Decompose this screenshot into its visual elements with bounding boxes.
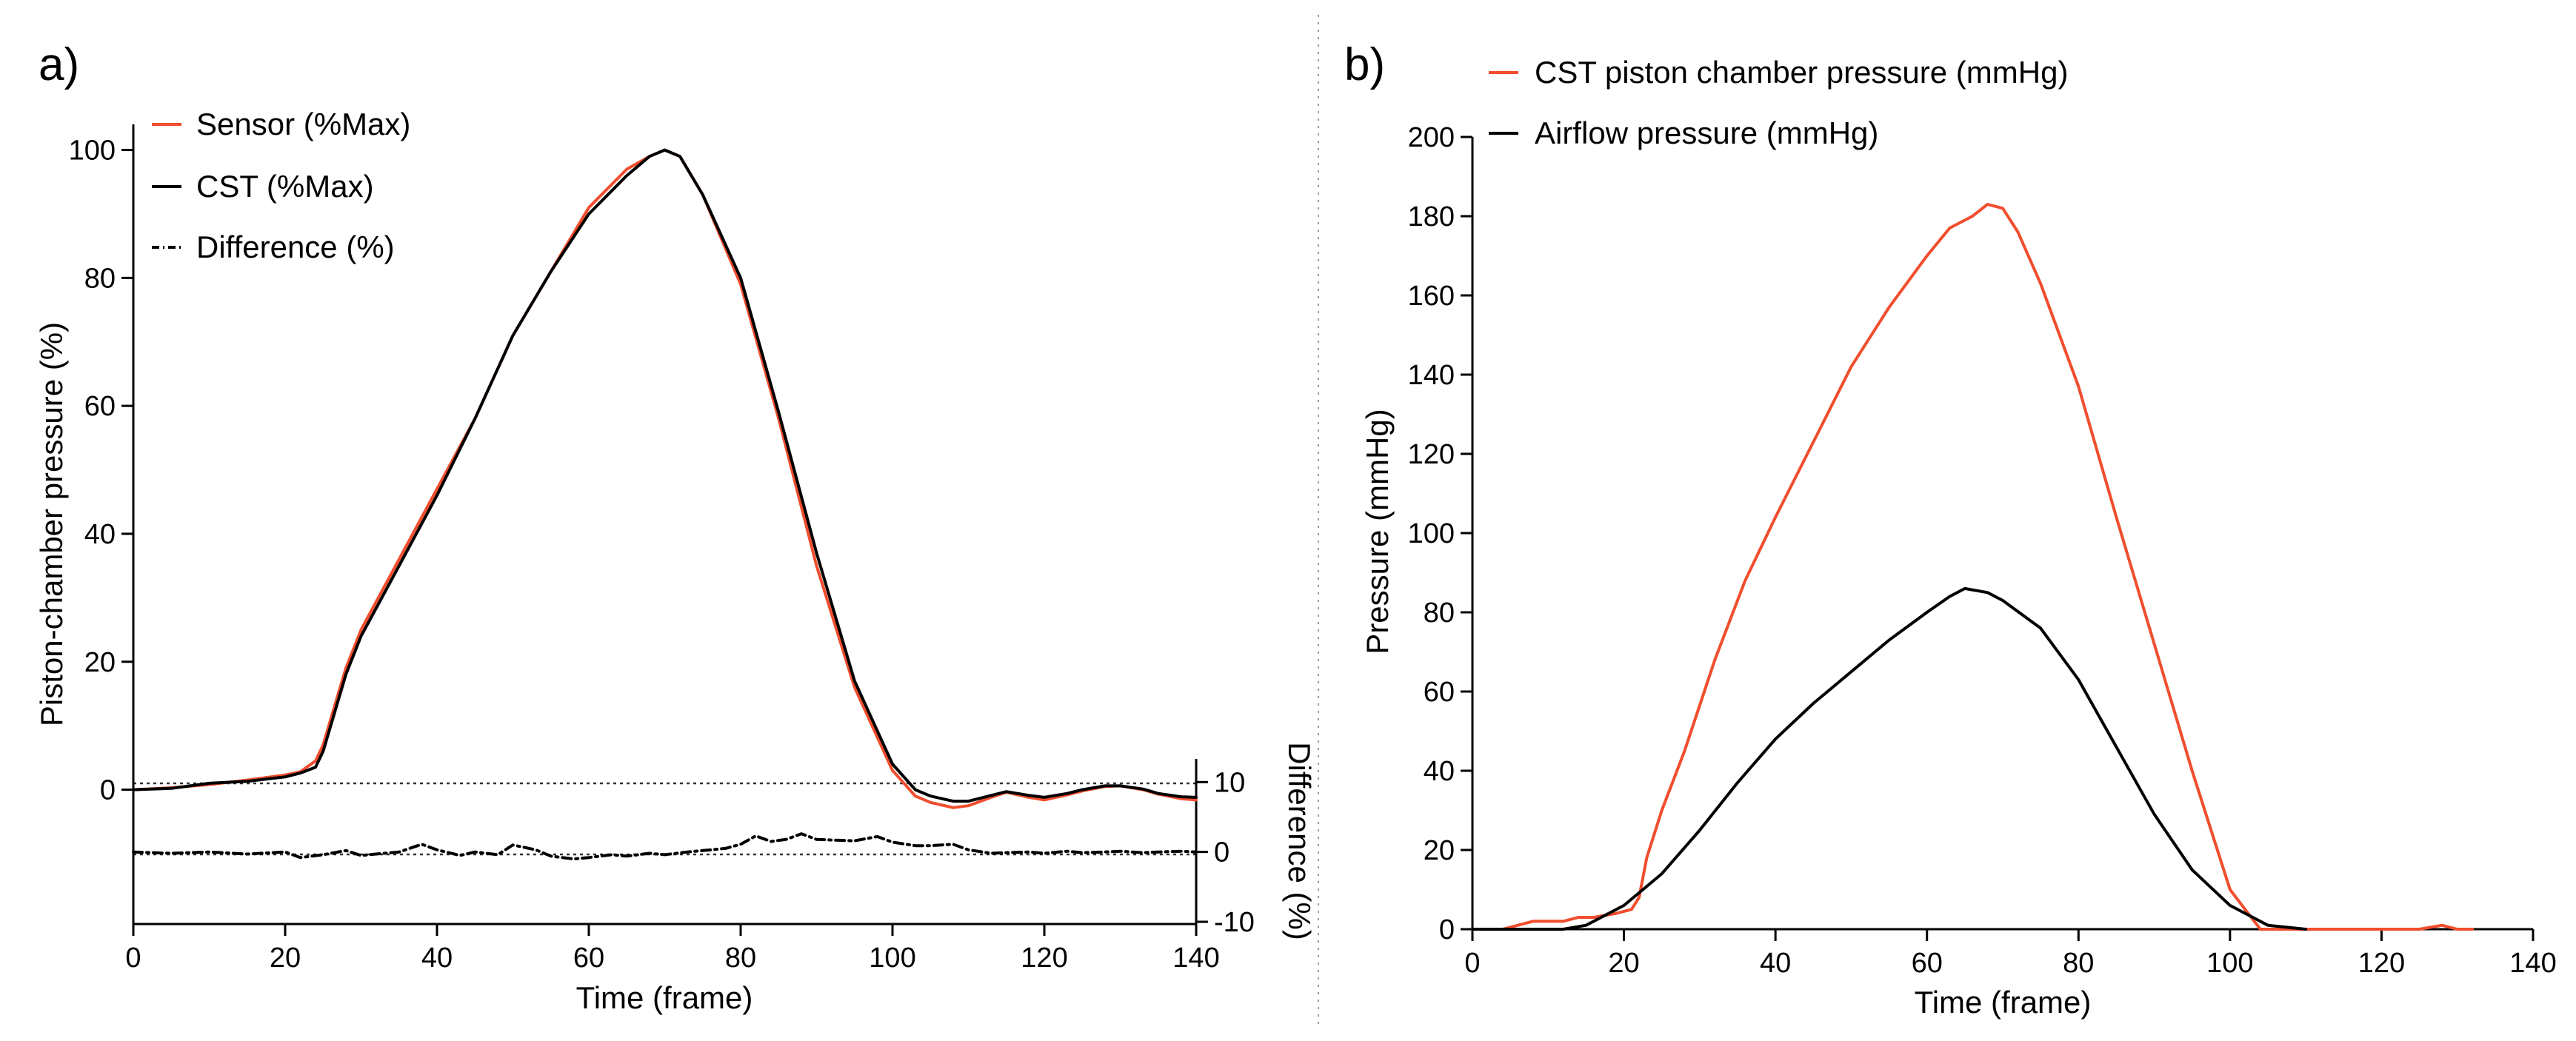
x-tick-label: 120	[2358, 948, 2405, 979]
panel-b: b) 0 20 40 60 80 100 120 140 0 20 40 60 80 100 120 140…	[1344, 39, 2557, 1020]
legend-text-cst: CST (%Max)	[196, 169, 374, 204]
x-axis-label-a: Time (frame)	[576, 980, 753, 1015]
y-axis-ticks-a: 0 20 40 60 80 100	[69, 135, 133, 806]
series-line-airflow-pressure-mmhg	[1471, 586, 2308, 931]
x-tick-label: 20	[1608, 948, 1639, 979]
x-tick-label: 80	[2063, 948, 2094, 979]
y2-axis-ticks-a: 10 0 -10	[1196, 767, 1255, 938]
y-tick-label: 160	[1408, 281, 1455, 312]
x-tick-label: 120	[1021, 943, 1067, 974]
series-line-cst-max	[132, 148, 1198, 803]
x-tick-label: 20	[270, 943, 301, 974]
x-tick-label: 140	[2509, 948, 2556, 979]
series-group-a	[132, 148, 1198, 861]
x-tick-label: 0	[1464, 948, 1480, 979]
panel-a-label: a)	[39, 39, 79, 90]
y-tick-label: 120	[1408, 439, 1455, 470]
y-tick-label: 0	[1439, 914, 1455, 945]
y-tick-label: 80	[1424, 598, 1455, 629]
series-line-cst-piston-chamber-pressure-mmhg	[1471, 202, 2475, 931]
legend-text-sensor: Sensor (%Max)	[196, 107, 410, 141]
legend-a: Sensor (%Max) CST (%Max) Difference (%)	[152, 107, 410, 264]
x-tick-label: 40	[1760, 948, 1791, 979]
x-axis-label-b: Time (frame)	[1915, 985, 2092, 1020]
legend-b: CST piston chamber pressure (mmHg) Airfl…	[1489, 55, 2068, 150]
y-tick-label: 40	[84, 519, 116, 550]
legend-text-airflow: Airflow pressure (mmHg)	[1535, 116, 1878, 150]
x-tick-label: 80	[725, 943, 756, 974]
y-axis-label-b: Pressure (mmHg)	[1360, 409, 1395, 654]
y-tick-label: 60	[1424, 677, 1455, 708]
x-tick-label: 140	[1172, 943, 1219, 974]
y-tick-label: 80	[84, 263, 116, 294]
y-axis-label-a: Piston-chamber pressure (%)	[34, 322, 69, 726]
y2-tick-label: -10	[1214, 907, 1255, 938]
x-tick-label: 60	[1912, 948, 1943, 979]
series-group-b	[1471, 202, 2475, 931]
x-axis-ticks-a: 0 20 40 60 80 100 120 140	[125, 924, 1220, 974]
x-tick-label: 60	[573, 943, 604, 974]
y-axis-ticks-b: 0 20 40 60 80 100 120 140 160 180 200	[1408, 122, 1472, 945]
y-tick-label: 20	[1424, 835, 1455, 866]
y-tick-label: 20	[84, 647, 116, 678]
legend-text-difference: Difference (%)	[196, 230, 395, 264]
y-tick-label: 100	[69, 135, 116, 167]
y-tick-label: 100	[1408, 518, 1455, 549]
x-tick-label: 0	[125, 943, 141, 974]
y-tick-label: 40	[1424, 756, 1455, 787]
y-tick-label: 180	[1408, 201, 1455, 232]
y-tick-label: 140	[1408, 360, 1455, 391]
y2-tick-label: 10	[1214, 767, 1245, 798]
y-tick-label: 60	[84, 391, 116, 422]
x-axis-ticks-b: 0 20 40 60 80 100 120 140	[1464, 929, 2557, 979]
panel-b-label: b)	[1344, 39, 1385, 90]
series-line-difference	[132, 832, 1198, 861]
y2-axis-label-a: Difference (%)	[1282, 742, 1317, 940]
x-tick-label: 40	[421, 943, 453, 974]
y2-tick-label: 0	[1214, 837, 1229, 868]
y-tick-label: 200	[1408, 122, 1455, 153]
x-tick-label: 100	[2206, 948, 2253, 979]
legend-text-cst-piston: CST piston chamber pressure (mmHg)	[1535, 55, 2068, 90]
y-tick-label: 0	[100, 775, 116, 806]
x-tick-label: 100	[869, 943, 915, 974]
